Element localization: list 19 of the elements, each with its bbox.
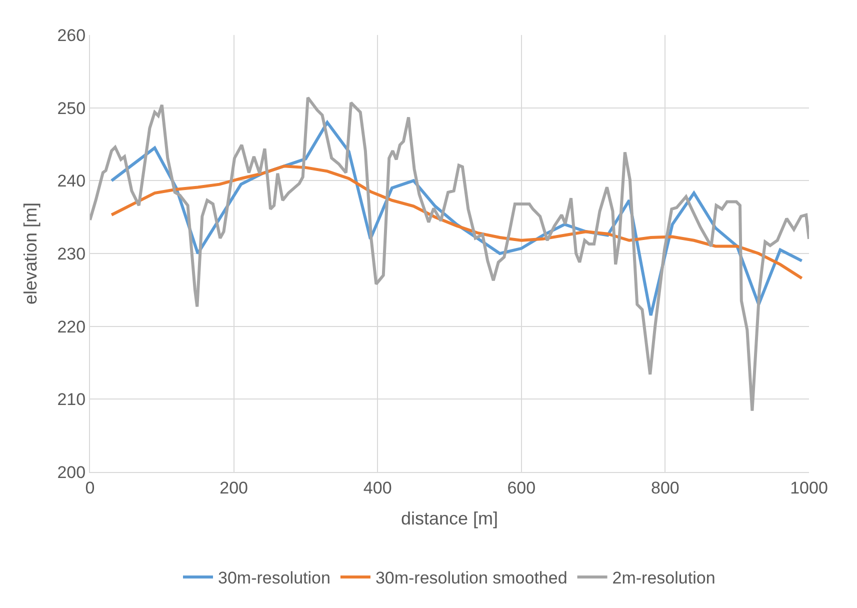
y-tick-label: 220 [57, 317, 86, 336]
y-axis-title: elevation [m] [20, 202, 40, 305]
y-tick-label: 230 [57, 244, 86, 264]
x-tick-label: 0 [85, 478, 95, 498]
legend-label: 30m-resolution [218, 568, 330, 588]
x-tick-label: 800 [651, 478, 680, 498]
x-tick-label: 200 [220, 478, 248, 498]
y-tick-label: 240 [57, 172, 86, 191]
y-tick-label: 200 [57, 462, 86, 482]
y-tick-label: 250 [57, 98, 86, 118]
x-tick-label: 600 [507, 478, 536, 498]
x-axis-title: distance [m] [400, 508, 498, 528]
x-tick-label: 1000 [790, 478, 828, 498]
y-tick-label: 210 [57, 390, 86, 410]
legend-label: 2m-resolution [612, 568, 716, 588]
y-tick-label: 260 [57, 26, 86, 45]
line-series [90, 96, 809, 412]
x-tick-label: 400 [363, 478, 392, 498]
legend-label: 30m-resolution smoothed [375, 568, 568, 588]
